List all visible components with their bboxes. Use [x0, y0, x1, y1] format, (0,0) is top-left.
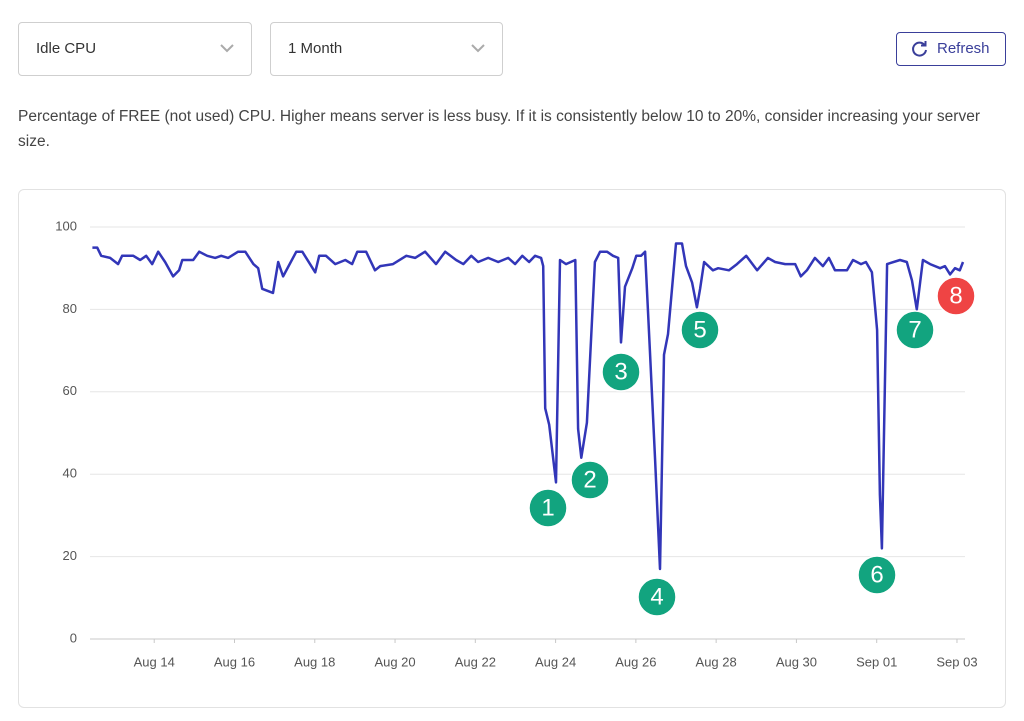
- x-tick-label: Sep 01: [856, 654, 897, 669]
- annotation-label: 6: [870, 561, 883, 588]
- annotation-label: 4: [650, 583, 663, 610]
- annotation-label: 1: [541, 494, 554, 521]
- x-tick-label: Aug 26: [615, 654, 656, 669]
- annotation-badge: [680, 310, 720, 350]
- y-tick-label: 80: [63, 301, 77, 316]
- x-tick-label: Aug 18: [294, 654, 335, 669]
- chevron-icon: [471, 44, 485, 53]
- metric-select[interactable]: Idle CPU: [18, 22, 252, 76]
- metric-select-label: Idle CPU: [36, 40, 97, 57]
- range-select-label: 1 Month: [288, 40, 343, 57]
- x-tick-label: Aug 20: [374, 654, 415, 669]
- cpu-line: [92, 242, 965, 571]
- annotation-label: 3: [614, 358, 627, 385]
- x-tick-label: Aug 30: [776, 654, 817, 669]
- annotation-label: 7: [908, 316, 921, 343]
- annotation-badge: [857, 555, 897, 595]
- refresh-button[interactable]: Refresh: [896, 32, 1006, 66]
- annotation-badge: [637, 577, 677, 617]
- annotation-badge: [528, 488, 568, 528]
- x-tick-label: Sep 03: [936, 654, 977, 669]
- y-tick-label: 20: [63, 548, 77, 563]
- x-tick-label: Aug 24: [535, 654, 576, 669]
- annotation-badge: [570, 460, 610, 500]
- y-tick-label: 40: [63, 466, 77, 481]
- y-tick-label: 0: [70, 630, 77, 645]
- y-tick-label: 60: [63, 383, 77, 398]
- x-tick-label: Aug 28: [696, 654, 737, 669]
- description: Percentage of FREE (not used) CPU. Highe…: [18, 108, 980, 150]
- annotation-label: 8: [949, 282, 962, 309]
- y-tick-label: 100: [55, 218, 77, 233]
- refresh-label: Refresh: [937, 40, 990, 57]
- annotation-badge: [936, 276, 976, 316]
- x-tick-label: Aug 16: [214, 654, 255, 669]
- x-tick-label: Aug 14: [134, 654, 175, 669]
- chart-card: [18, 189, 1006, 708]
- refresh-icon: [912, 41, 927, 57]
- x-tick-label: Aug 22: [455, 654, 496, 669]
- annotation-label: 5: [693, 316, 706, 343]
- range-select[interactable]: 1 Month: [270, 22, 503, 76]
- annotation-badge: [895, 310, 935, 350]
- annotation-badge: [601, 352, 641, 392]
- chevron-icon: [220, 44, 234, 53]
- annotation-label: 2: [583, 466, 596, 493]
